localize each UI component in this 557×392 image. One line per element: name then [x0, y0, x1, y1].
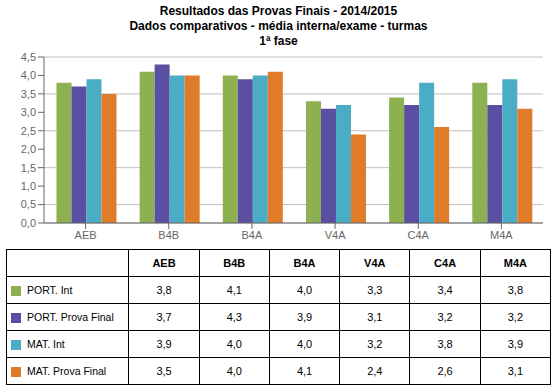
svg-text:0,0: 0,0 — [21, 217, 36, 229]
svg-text:AEB: AEB — [75, 229, 97, 241]
svg-text:2,5: 2,5 — [21, 125, 36, 137]
html-text:Dados comparativos - média int: Dados comparativos - média interna/exame… — [129, 19, 428, 33]
html-text:V4A: V4A — [364, 257, 386, 269]
svg-text:3,0: 3,0 — [21, 106, 36, 118]
svg-text:0,5: 0,5 — [21, 198, 36, 210]
html-text:PORT. Prova Final: PORT. Prova Final — [27, 311, 114, 324]
html-text:3,2: 3,2 — [367, 338, 383, 350]
html-text:3,5: 3,5 — [156, 365, 172, 377]
html-text:3,9: 3,9 — [296, 311, 313, 323]
html-text:2,6: 2,6 — [437, 365, 453, 377]
html-text:4,1: 4,1 — [226, 284, 242, 296]
html-text:Resultados das Provas Finais -: Resultados das Provas Finais - 2014/2015 — [159, 4, 398, 18]
html-text:3,2: 3,2 — [437, 311, 453, 323]
svg-text:1,0: 1,0 — [21, 180, 36, 192]
html-text:MAT. Prova Final: MAT. Prova Final — [27, 365, 107, 378]
html-text:3,8: 3,8 — [156, 284, 172, 296]
html-text:PORT. Int: PORT. Int — [27, 284, 73, 297]
html-text:B4A: B4A — [293, 257, 316, 269]
svg-text:1,5: 1,5 — [21, 162, 36, 174]
html-text:AEB: AEB — [152, 257, 176, 269]
html-text:MAT. Int: MAT. Int — [27, 338, 65, 351]
svg-text:C4A: C4A — [408, 229, 430, 241]
svg-text:3,5: 3,5 — [21, 88, 36, 100]
html-text:4,0: 4,0 — [226, 365, 242, 377]
html-text:4,0: 4,0 — [226, 338, 242, 350]
svg-text:4,5: 4,5 — [21, 51, 36, 63]
html-text:3,2: 3,2 — [507, 311, 523, 323]
html-text:4,1: 4,1 — [296, 365, 313, 377]
svg-text:V4A: V4A — [325, 229, 346, 241]
html-text:2,4: 2,4 — [367, 365, 383, 377]
html-text:3,9: 3,9 — [507, 338, 523, 350]
html-text:3,9: 3,9 — [156, 338, 172, 350]
svg-text:M4A: M4A — [490, 229, 513, 241]
svg-text:B4B: B4B — [158, 229, 179, 241]
html-text:M4A: M4A — [503, 257, 527, 269]
html-text:1ª fase: 1ª fase — [259, 34, 298, 48]
html-text:4,0: 4,0 — [296, 338, 313, 350]
html-text:3,8: 3,8 — [437, 338, 453, 350]
html-text:B4B: B4B — [223, 257, 246, 269]
html-text:3,8: 3,8 — [507, 284, 523, 296]
svg-text:2,0: 2,0 — [21, 143, 36, 155]
html-text:C4A: C4A — [434, 257, 457, 269]
svg-text:4,0: 4,0 — [21, 69, 36, 81]
html-text:3,1: 3,1 — [367, 311, 383, 323]
html-text:3,3: 3,3 — [367, 284, 383, 296]
html-text:3,7: 3,7 — [156, 311, 172, 323]
html-text:3,4: 3,4 — [437, 284, 453, 296]
html-text:3,1: 3,1 — [507, 365, 523, 377]
html-text:4,0: 4,0 — [296, 284, 313, 296]
html-text:4,3: 4,3 — [226, 311, 242, 323]
svg-text:B4A: B4A — [242, 229, 263, 241]
